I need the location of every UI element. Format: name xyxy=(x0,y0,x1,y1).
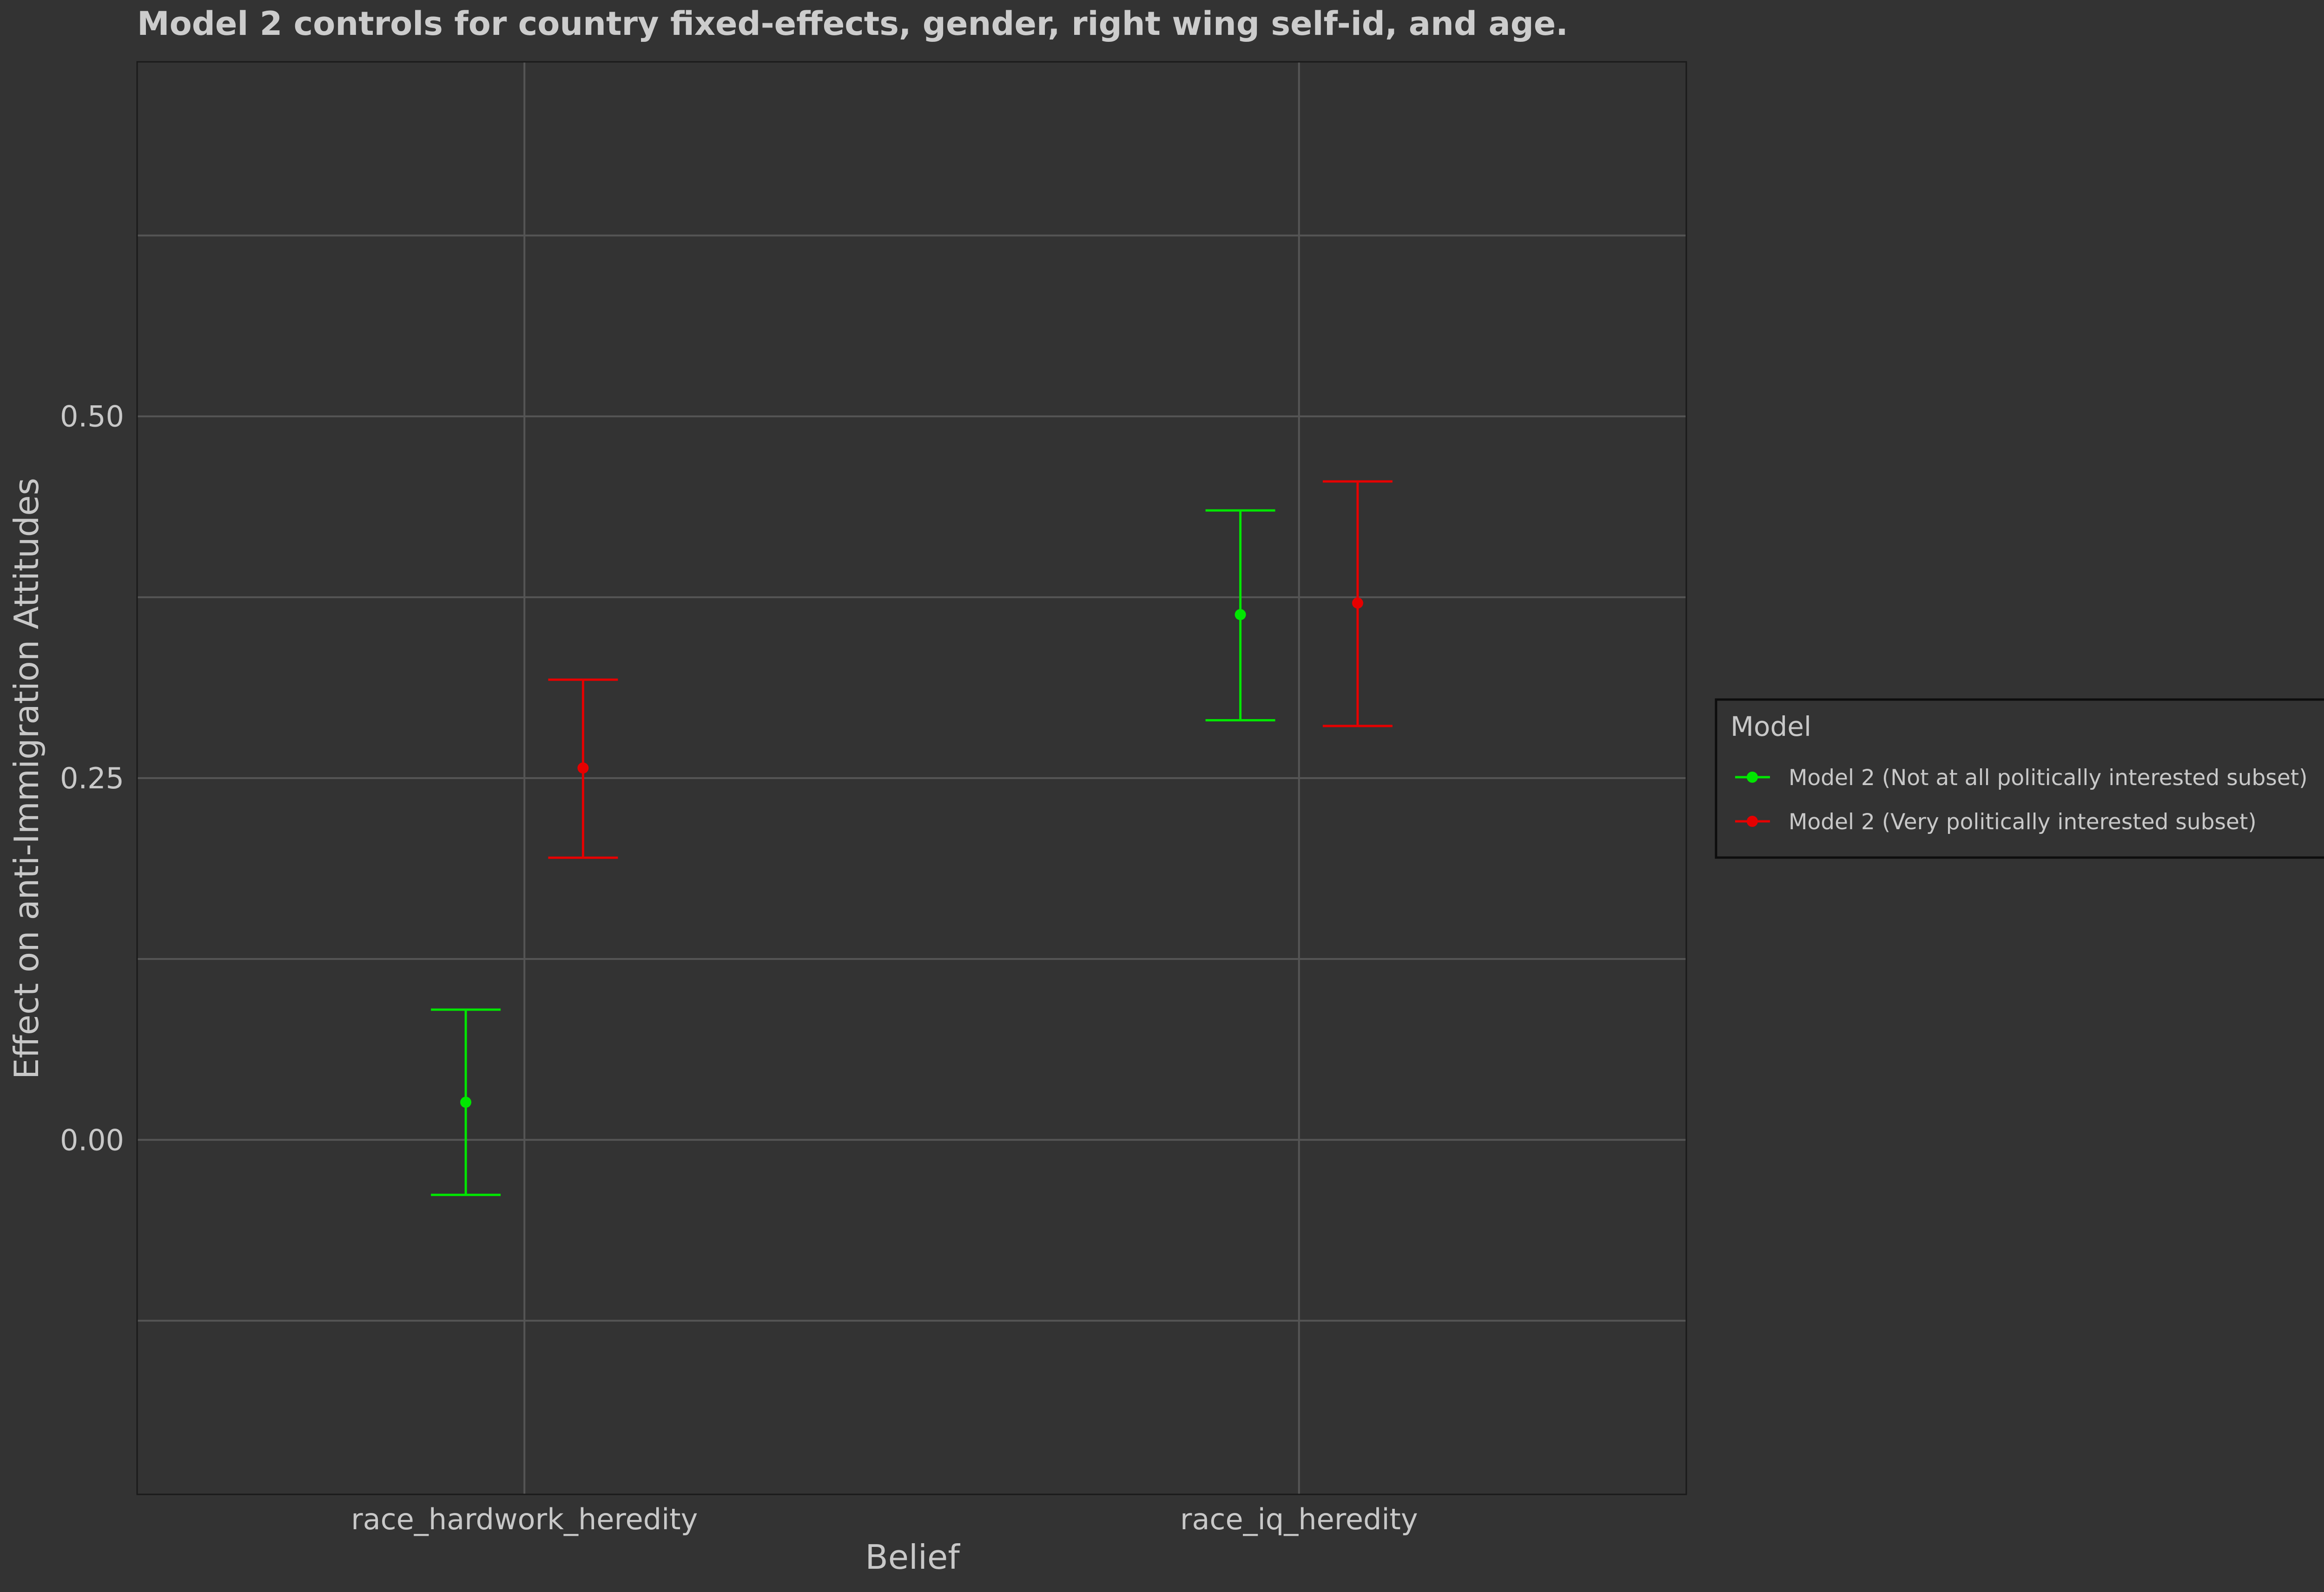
x-tick-label: race_hardwork_heredity xyxy=(351,1502,698,1536)
x-axis-tick-labels: race_hardwork_heredity race_iq_heredity xyxy=(351,1502,1418,1536)
legend-title: Model xyxy=(1730,711,1811,742)
legend-key-point xyxy=(1747,816,1758,827)
error-bar-group xyxy=(548,678,618,859)
estimate-point xyxy=(577,762,589,774)
legend-label: Model 2 (Not at all politically interest… xyxy=(1789,765,2308,791)
x-tick-label: race_iq_heredity xyxy=(1180,1502,1418,1536)
error-bar-group xyxy=(1205,509,1275,721)
y-axis-tick-labels: 0.00 0.25 0.50 xyxy=(60,400,124,1157)
legend-box xyxy=(1715,698,2324,859)
x-axis-label: Belief xyxy=(865,1538,960,1577)
error-bar-group xyxy=(431,1008,501,1196)
estimate-point xyxy=(1235,609,1246,621)
estimate-point xyxy=(1352,597,1363,609)
legend-key-point xyxy=(1747,772,1758,783)
grid-minor-lines xyxy=(137,234,1686,1322)
plot-panel xyxy=(136,61,1687,1495)
data-marks xyxy=(431,480,1393,1196)
error-bar-group xyxy=(1322,480,1393,727)
y-tick-label: 0.50 xyxy=(60,400,124,434)
y-axis-label: Effect on anti-Immigration Attitudes xyxy=(7,478,46,1079)
grid-major-lines xyxy=(137,62,1686,1494)
legend-label: Model 2 (Very politically interested sub… xyxy=(1789,809,2257,835)
legend-items: Model 2 (Not at all politically interest… xyxy=(1735,765,2308,835)
y-tick-label: 0.25 xyxy=(60,761,124,795)
estimate-point xyxy=(460,1097,472,1108)
chart-title: Model 2 controls for country fixed-effec… xyxy=(137,5,1568,43)
legend: Model Model 2 (Not at all politically in… xyxy=(1715,698,2324,859)
plot-panel-border xyxy=(136,61,1687,1495)
y-tick-label: 0.00 xyxy=(60,1123,124,1157)
